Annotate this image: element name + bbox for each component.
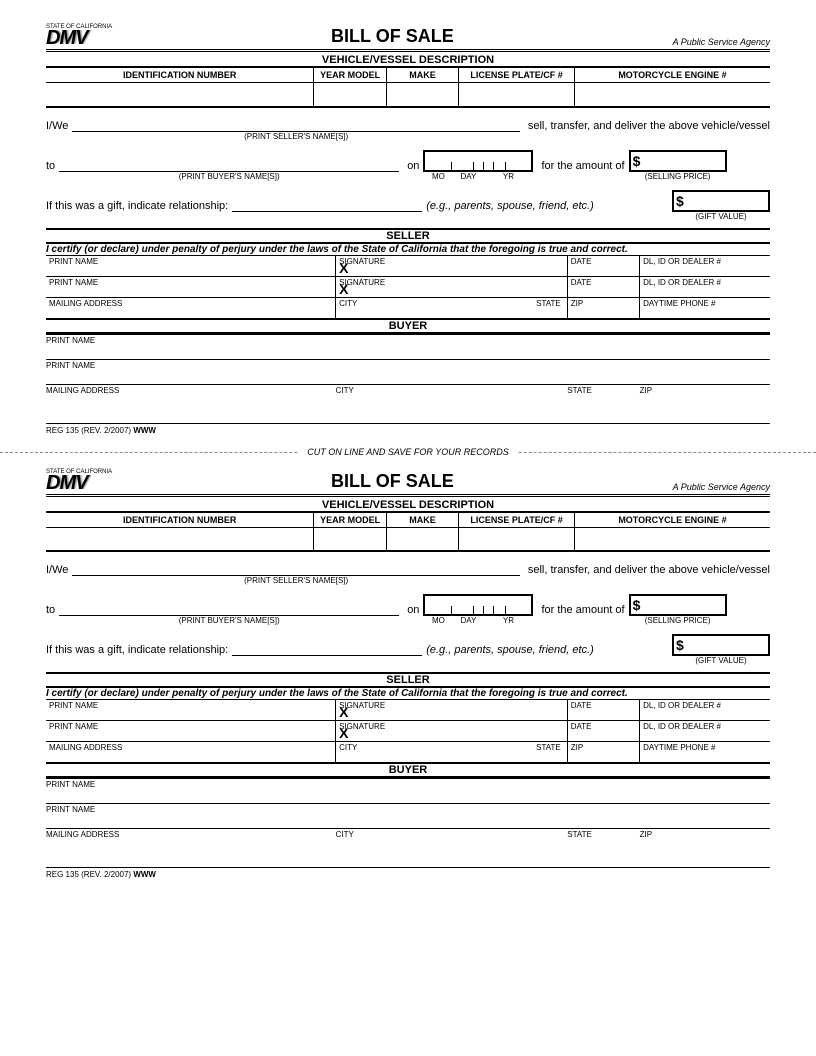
field-year[interactable] xyxy=(314,83,386,107)
seller2-dl-2[interactable]: DL, ID OR DEALER # xyxy=(640,721,770,742)
vehicle-table-2: IDENTIFICATION NUMBER YEAR MODEL MAKE LI… xyxy=(46,511,770,553)
gift-example: (e.g., parents, spouse, friend, etc.) xyxy=(426,200,594,212)
field-engine[interactable] xyxy=(575,83,771,107)
on-label: on xyxy=(407,160,419,172)
seller1-signature-2[interactable]: SIGNATUREX xyxy=(336,700,568,721)
gift-value-label: (GIFT VALUE) xyxy=(672,212,770,221)
field-make-2[interactable] xyxy=(386,527,458,551)
print-sellers-label: (PRINT SELLER'S NAME[S]) xyxy=(72,132,519,141)
agency-label: A Public Service Agency xyxy=(673,37,770,47)
date-field-2[interactable] xyxy=(423,594,533,616)
seller2-dl[interactable]: DL, ID OR DEALER # xyxy=(640,276,770,297)
seller-mailing-2[interactable]: MAILING ADDRESS xyxy=(46,742,336,763)
gift-relationship-field-2[interactable] xyxy=(232,655,422,656)
seller2-signature[interactable]: SIGNATUREX xyxy=(336,276,568,297)
for-amount-label: for the amount of xyxy=(541,160,624,172)
date-field[interactable] xyxy=(423,150,533,172)
certification-text-2: I certify (or declare) under penalty of … xyxy=(46,686,770,699)
buyer1-name-row-2[interactable]: PRINT NAME xyxy=(46,778,770,803)
seller1-print-name[interactable]: PRINT NAME xyxy=(46,255,336,276)
print-buyers-label: (PRINT BUYER'S NAME[S]) xyxy=(59,172,399,181)
buyer1-name-row[interactable]: PRINT NAME xyxy=(46,334,770,359)
certification-text: I certify (or declare) under penalty of … xyxy=(46,242,770,255)
col-engine: MOTORCYCLE ENGINE # xyxy=(575,67,771,83)
buyer-header: BUYER xyxy=(46,320,770,332)
form-title: BILL OF SALE xyxy=(112,26,672,47)
vehicle-table: IDENTIFICATION NUMBER YEAR MODEL MAKE LI… xyxy=(46,66,770,108)
col-plate: LICENSE PLATE/CF # xyxy=(459,67,575,83)
seller-phone-2[interactable]: DAYTIME PHONE # xyxy=(640,742,770,763)
sell-text: sell, transfer, and deliver the above ve… xyxy=(528,120,770,132)
field-engine-2[interactable] xyxy=(575,527,771,551)
gift-value-field-2[interactable]: $ xyxy=(672,634,770,656)
buyer-address-row-2[interactable]: MAILING ADDRESS CITY STATE ZIP xyxy=(46,828,770,853)
col-year: YEAR MODEL xyxy=(314,67,386,83)
seller2-date-2[interactable]: DATE xyxy=(567,721,639,742)
seller-table: PRINT NAME SIGNATUREX DATE DL, ID OR DEA… xyxy=(46,255,770,318)
buyer-header-2: BUYER xyxy=(46,764,770,776)
field-make[interactable] xyxy=(386,83,458,107)
selling-price-label: (SELLING PRICE) xyxy=(629,172,727,181)
buyer2-name-row[interactable]: PRINT NAME xyxy=(46,359,770,384)
form-footer-2: REG 135 (REV. 2/2007) WWW xyxy=(46,867,770,879)
seller2-print-name-2[interactable]: PRINT NAME xyxy=(46,721,336,742)
seller-mailing[interactable]: MAILING ADDRESS xyxy=(46,297,336,318)
seller-header: SELLER xyxy=(46,230,770,242)
field-year-2[interactable] xyxy=(314,527,386,551)
iwe-label: I/We xyxy=(46,120,68,132)
selling-price-field[interactable]: $ xyxy=(629,150,727,172)
dmv-logo-2: STATE OF CALIFORNIA DMV xyxy=(46,469,112,492)
header: STATE OF CALIFORNIA DMV BILL OF SALE A P… xyxy=(46,24,770,52)
field-id-2[interactable] xyxy=(46,527,314,551)
seller-city-state-2[interactable]: CITYSTATE xyxy=(336,742,568,763)
col-make: MAKE xyxy=(386,67,458,83)
field-plate[interactable] xyxy=(459,83,575,107)
header-2: STATE OF CALIFORNIA DMV BILL OF SALE A P… xyxy=(46,469,770,497)
transfer-statement: I/We (PRINT SELLER'S NAME[S]) sell, tran… xyxy=(46,120,770,212)
bill-of-sale-bottom: STATE OF CALIFORNIA DMV BILL OF SALE A P… xyxy=(0,461,816,888)
seller-zip-2[interactable]: ZIP xyxy=(567,742,639,763)
seller2-signature-2[interactable]: SIGNATUREX xyxy=(336,721,568,742)
form-footer: REG 135 (REV. 2/2007) WWW xyxy=(46,423,770,435)
seller-zip[interactable]: ZIP xyxy=(567,297,639,318)
seller1-signature[interactable]: SIGNATUREX xyxy=(336,255,568,276)
vehicle-section-title: VEHICLE/VESSEL DESCRIPTION xyxy=(46,54,770,66)
gift-value-field[interactable]: $ xyxy=(672,190,770,212)
seller1-date[interactable]: DATE xyxy=(567,255,639,276)
agency-label-2: A Public Service Agency xyxy=(673,482,770,492)
form-title-2: BILL OF SALE xyxy=(112,471,672,492)
col-id: IDENTIFICATION NUMBER xyxy=(46,67,314,83)
seller2-date[interactable]: DATE xyxy=(567,276,639,297)
seller-city-state[interactable]: CITYSTATE xyxy=(336,297,568,318)
dmv-logo: STATE OF CALIFORNIA DMV xyxy=(46,24,112,47)
field-id[interactable] xyxy=(46,83,314,107)
seller1-print-name-2[interactable]: PRINT NAME xyxy=(46,700,336,721)
seller1-dl-2[interactable]: DL, ID OR DEALER # xyxy=(640,700,770,721)
bill-of-sale-top: STATE OF CALIFORNIA DMV BILL OF SALE A P… xyxy=(0,0,816,443)
field-plate-2[interactable] xyxy=(459,527,575,551)
seller1-date-2[interactable]: DATE xyxy=(567,700,639,721)
to-label: to xyxy=(46,160,55,172)
gift-label: If this was a gift, indicate relationshi… xyxy=(46,200,228,212)
seller-table-2: PRINT NAME SIGNATUREX DATE DL, ID OR DEA… xyxy=(46,699,770,762)
seller-phone[interactable]: DAYTIME PHONE # xyxy=(640,297,770,318)
cut-line: CUT ON LINE AND SAVE FOR YOUR RECORDS xyxy=(0,447,816,457)
selling-price-field-2[interactable]: $ xyxy=(629,594,727,616)
vehicle-section-title-2: VEHICLE/VESSEL DESCRIPTION xyxy=(46,499,770,511)
seller2-print-name[interactable]: PRINT NAME xyxy=(46,276,336,297)
seller1-dl[interactable]: DL, ID OR DEALER # xyxy=(640,255,770,276)
buyer-address-row[interactable]: MAILING ADDRESS CITY STATE ZIP xyxy=(46,384,770,409)
gift-relationship-field[interactable] xyxy=(232,211,422,212)
seller-header-2: SELLER xyxy=(46,674,770,686)
transfer-statement-2: I/We (PRINT SELLER'S NAME[S]) sell, tran… xyxy=(46,564,770,656)
buyer2-name-row-2[interactable]: PRINT NAME xyxy=(46,803,770,828)
